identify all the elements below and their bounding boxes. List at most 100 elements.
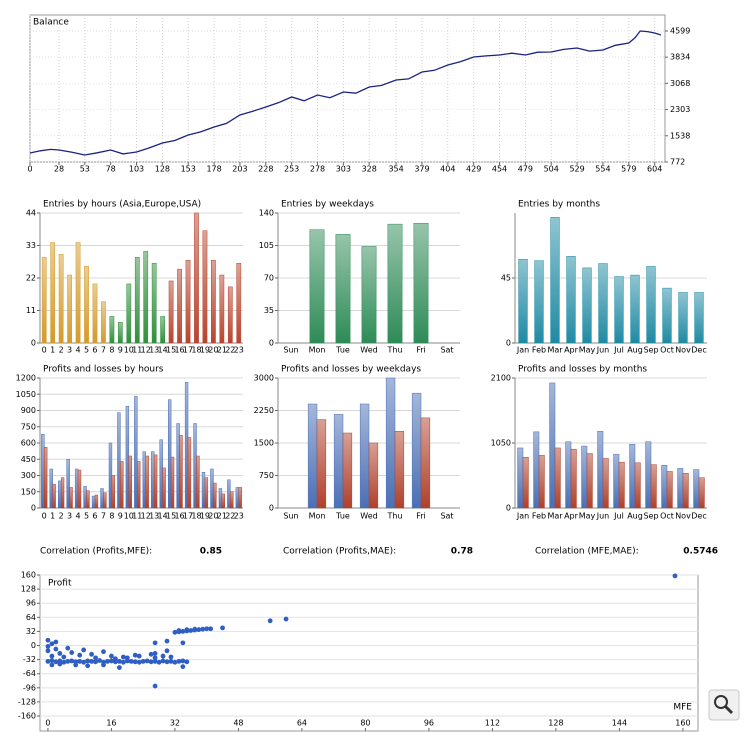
balance-line — [29, 30, 662, 156]
bar — [41, 434, 45, 509]
zoom-button[interactable] — [708, 689, 740, 721]
x-tick-label: 0 — [42, 346, 47, 355]
x-tick-label: Oct — [660, 512, 674, 521]
bar — [108, 442, 113, 509]
x-tick-label: 19 — [200, 512, 210, 521]
bar — [570, 448, 577, 509]
x-tick-label: 21 — [217, 512, 227, 521]
bar — [145, 455, 149, 509]
x-tick-label: Oct — [660, 346, 674, 355]
y-tick-label: 3000 — [254, 374, 274, 383]
bar — [597, 430, 604, 509]
bar — [201, 472, 206, 509]
bar — [160, 316, 166, 344]
point — [45, 648, 51, 654]
x-tick-label: 128 — [548, 719, 563, 728]
y-tick-label: 1050 — [16, 390, 36, 399]
x-tick-label: 32 — [170, 719, 180, 728]
bar — [49, 468, 53, 509]
bar — [101, 301, 106, 344]
point — [49, 653, 55, 659]
x-tick-label: Mar — [547, 346, 563, 355]
x-tick-label: 8 — [109, 346, 114, 355]
x-tick-label: May — [579, 512, 596, 521]
y-tick-label: 0 — [269, 504, 274, 513]
x-tick-label: Jun — [596, 346, 610, 355]
bar — [678, 292, 688, 344]
y-tick-label: 11 — [26, 306, 36, 315]
x-tick-label: 28 — [54, 165, 64, 174]
y-tick-label: 128 — [21, 585, 36, 594]
bar — [143, 251, 149, 344]
bar — [586, 453, 593, 509]
x-tick-label: 7 — [101, 512, 106, 521]
bar — [342, 432, 353, 509]
x-tick-label: Feb — [532, 512, 546, 521]
bar — [74, 468, 79, 509]
bar — [549, 382, 556, 509]
point — [160, 658, 166, 664]
y-tick-label: 450 — [21, 455, 36, 464]
bar — [581, 445, 588, 509]
x-tick-label: 12 — [141, 512, 151, 521]
bar — [210, 468, 214, 509]
x-tick-label: 80 — [360, 719, 370, 728]
point — [152, 655, 158, 661]
x-axis-label: MFE — [673, 703, 692, 713]
bar — [213, 482, 217, 509]
x-tick-label: 5 — [84, 512, 89, 521]
point — [120, 659, 126, 665]
bar — [236, 262, 242, 344]
point — [208, 626, 214, 632]
point — [61, 659, 67, 665]
bar — [219, 274, 225, 344]
y-tick-label: 772 — [670, 158, 685, 167]
x-tick-label: Jan — [516, 512, 529, 521]
x-tick-label: Sat — [440, 346, 453, 355]
x-tick-label: Wed — [360, 512, 377, 521]
bar — [646, 266, 656, 344]
point — [172, 629, 178, 635]
bar — [92, 283, 98, 344]
x-tick-label: 504 — [544, 165, 559, 174]
bar — [693, 469, 700, 509]
bar — [58, 254, 64, 344]
bar — [167, 399, 172, 509]
point — [152, 640, 158, 646]
y-tick-label: -64 — [23, 669, 36, 678]
bar — [177, 268, 182, 344]
y-tick-label: 4599 — [670, 26, 690, 35]
x-tick-label: 23 — [234, 346, 244, 355]
bar — [84, 265, 89, 344]
bar — [211, 260, 216, 344]
point — [61, 654, 67, 660]
y-tick-label: 0 — [506, 339, 511, 348]
point — [65, 658, 71, 664]
correlation-label: Correlation (MFE,MAE): — [535, 547, 639, 557]
point — [69, 650, 75, 655]
x-tick-label: 404 — [440, 165, 455, 174]
y-tick-label: 160 — [21, 571, 36, 580]
point — [672, 573, 678, 579]
x-tick-label: 10 — [124, 346, 134, 355]
y-tick-label: 140 — [259, 209, 274, 218]
bar — [533, 431, 540, 509]
x-tick-label: 18 — [191, 512, 201, 521]
point — [144, 658, 150, 664]
bar — [94, 494, 99, 509]
x-tick-label: 103 — [129, 165, 144, 174]
x-tick-label: Jul — [613, 346, 624, 355]
bar — [151, 451, 155, 509]
y-tick-label: -128 — [18, 697, 36, 706]
x-tick-label: 22 — [225, 346, 235, 355]
point — [85, 663, 91, 669]
bar — [111, 475, 116, 509]
bar — [117, 412, 121, 509]
bar — [100, 488, 104, 509]
x-tick-label: 178 — [206, 165, 221, 174]
point — [204, 626, 210, 632]
point — [93, 655, 98, 661]
x-tick-label: 1 — [50, 346, 55, 355]
point — [180, 629, 186, 634]
bar — [41, 257, 47, 344]
